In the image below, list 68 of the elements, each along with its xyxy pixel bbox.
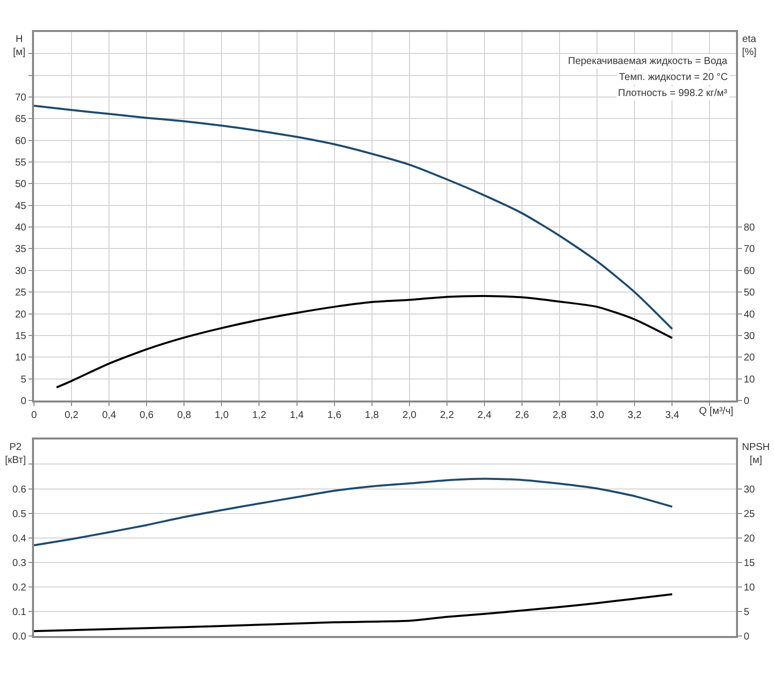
x-tick-label: 2,6 xyxy=(515,410,530,422)
x-tick-label: 3,0 xyxy=(590,410,604,422)
annotation: Темп. жидкости = 20 °C xyxy=(619,72,728,83)
line-series xyxy=(34,104,674,330)
y-tick-label: 20 xyxy=(15,309,27,320)
x-tick-label: 2,0 xyxy=(402,410,417,422)
y-axis-title: P2 [кВт] xyxy=(5,442,26,466)
y2-tick-label: 0 xyxy=(744,396,750,407)
y2-tick-label: 15 xyxy=(744,558,756,569)
x-tick-label: 1,8 xyxy=(364,410,380,422)
y-tick-label: 45 xyxy=(15,200,27,212)
y-tick-label: 30 xyxy=(15,266,27,277)
y-tick-label: 25 xyxy=(15,288,27,299)
x-tick-label: 1,0 xyxy=(214,410,230,422)
y2-tick-label: 40 xyxy=(744,309,756,320)
annotation: Плотность = 998.2 кг/м³ xyxy=(618,88,728,99)
y-tick-label: 50 xyxy=(15,179,27,190)
line-series xyxy=(34,593,674,632)
y-tick-label: 0.5 xyxy=(12,508,27,520)
x-tick-label: 0,6 xyxy=(140,410,154,422)
y2-tick-label: 30 xyxy=(744,484,756,496)
y2-tick-label: 20 xyxy=(744,533,756,544)
y-tick-label: 70 xyxy=(15,92,27,104)
line-series xyxy=(56,294,674,388)
y2-tick-label: 0 xyxy=(744,632,750,642)
y2-tick-label: 25 xyxy=(744,508,756,520)
x-tick-label: 0,2 xyxy=(64,410,79,422)
line-series xyxy=(34,478,674,546)
y2-axis-title: eta [%] xyxy=(742,34,757,58)
x-tick-label: 1,2 xyxy=(252,410,267,422)
x-tick-label: 3,2 xyxy=(628,410,642,422)
y2-tick-label: 70 xyxy=(744,244,756,256)
y2-tick-label: 80 xyxy=(744,222,756,234)
y-tick-label: 0.4 xyxy=(12,533,27,544)
x-axis-title: Q [м³/ч] xyxy=(699,406,734,417)
y-tick-label: 55 xyxy=(15,158,27,169)
y-tick-label: 0.0 xyxy=(12,632,27,642)
y2-tick-label: 60 xyxy=(744,266,756,277)
x-tick-label: 0 xyxy=(31,410,38,422)
y-tick-label: 65 xyxy=(15,114,27,126)
y-tick-label: 35 xyxy=(15,244,27,256)
y-tick-label: 5 xyxy=(20,374,27,386)
y-tick-label: 0.3 xyxy=(12,558,27,569)
x-tick-label: 0,4 xyxy=(102,410,116,422)
y-tick-label: 10 xyxy=(15,352,27,364)
y2-tick-label: 30 xyxy=(744,330,756,342)
x-tick-label: 3,4 xyxy=(665,410,680,422)
x-tick-label: 1,6 xyxy=(327,410,342,422)
x-tick-label: 2,8 xyxy=(552,410,567,422)
y2-tick-label: 5 xyxy=(744,606,750,618)
y-tick-label: 0.2 xyxy=(12,582,27,594)
y2-tick-label: 10 xyxy=(744,374,756,386)
y2-axis-title: NPSH [м] xyxy=(742,442,770,466)
y-tick-label: 40 xyxy=(15,222,27,234)
x-tick-label: 0,8 xyxy=(177,410,192,422)
y-axis-title: H [м] xyxy=(13,34,26,58)
y-tick-label: 0 xyxy=(20,396,27,407)
y2-tick-label: 10 xyxy=(744,582,756,594)
y2-tick-label: 20 xyxy=(744,352,756,364)
y-tick-label: 60 xyxy=(15,136,27,147)
y-tick-label: 0.6 xyxy=(12,484,27,496)
annotation: Перекачиваемая жидкость = Вода xyxy=(568,56,728,67)
y-tick-label: 0.1 xyxy=(12,606,27,618)
x-tick-label: 1,4 xyxy=(290,410,304,422)
x-tick-label: 2,4 xyxy=(478,410,492,422)
x-tick-label: 2,2 xyxy=(440,410,454,422)
y2-tick-label: 50 xyxy=(744,288,756,299)
y-tick-label: 15 xyxy=(15,330,27,342)
